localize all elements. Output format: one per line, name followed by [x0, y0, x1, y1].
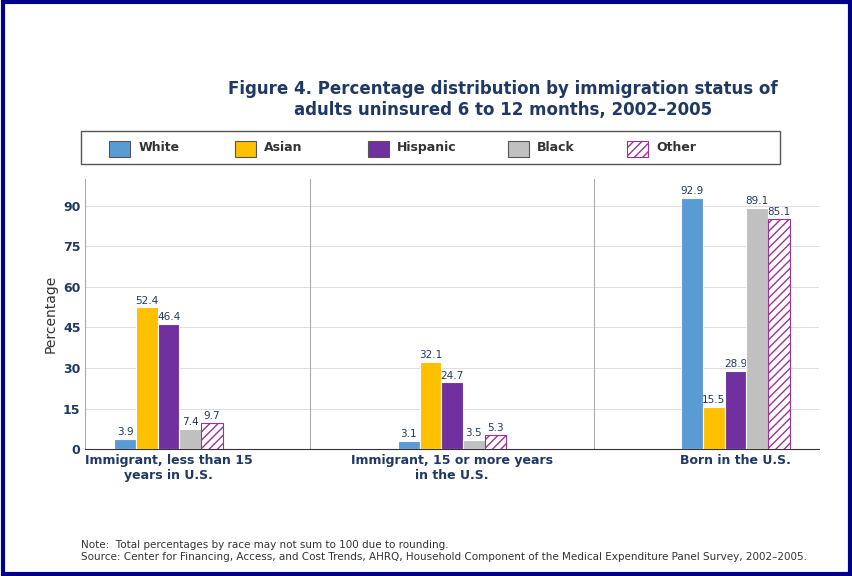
Text: Hispanic: Hispanic: [397, 141, 457, 154]
Text: 52.4: 52.4: [135, 295, 158, 305]
Text: 46.4: 46.4: [157, 312, 180, 322]
Text: Figure 4. Percentage distribution by immigration status of
adults uninsured 6 to: Figure 4. Percentage distribution by imm…: [228, 80, 777, 119]
Text: White: White: [138, 141, 179, 154]
Bar: [724, 371, 746, 449]
Bar: [681, 198, 702, 449]
Text: 9.7: 9.7: [204, 411, 220, 421]
FancyBboxPatch shape: [81, 131, 780, 164]
Bar: [109, 141, 130, 157]
Bar: [463, 440, 484, 449]
Bar: [114, 439, 136, 449]
Bar: [179, 429, 201, 449]
Bar: [419, 362, 440, 449]
Bar: [746, 208, 767, 449]
Text: 85.1: 85.1: [766, 207, 790, 217]
Text: Asian: Asian: [264, 141, 302, 154]
Bar: [234, 141, 256, 157]
Text: 7.4: 7.4: [181, 418, 199, 427]
Text: 28.9: 28.9: [723, 359, 746, 369]
Bar: [136, 308, 158, 449]
Text: Other: Other: [655, 141, 695, 154]
Text: Black: Black: [537, 141, 574, 154]
Bar: [367, 141, 389, 157]
Bar: [702, 407, 724, 449]
Bar: [767, 219, 789, 449]
Y-axis label: Percentage: Percentage: [43, 275, 57, 353]
Text: 3.9: 3.9: [117, 427, 134, 437]
Bar: [507, 141, 528, 157]
Text: Note:  Total percentages by race may not sum to 100 due to rounding.
Source: Cen: Note: Total percentages by race may not …: [81, 540, 806, 562]
Text: 89.1: 89.1: [745, 196, 768, 206]
Bar: [397, 441, 419, 449]
Text: 5.3: 5.3: [486, 423, 504, 433]
Bar: [626, 141, 647, 157]
Text: 32.1: 32.1: [418, 350, 441, 361]
Text: 15.5: 15.5: [701, 395, 724, 406]
Text: 92.9: 92.9: [680, 186, 703, 196]
Bar: [484, 435, 506, 449]
Bar: [201, 423, 222, 449]
Text: 24.7: 24.7: [440, 370, 463, 381]
Text: 3.1: 3.1: [400, 429, 417, 439]
Bar: [158, 324, 179, 449]
Text: 3.5: 3.5: [465, 428, 481, 438]
Bar: [440, 382, 463, 449]
